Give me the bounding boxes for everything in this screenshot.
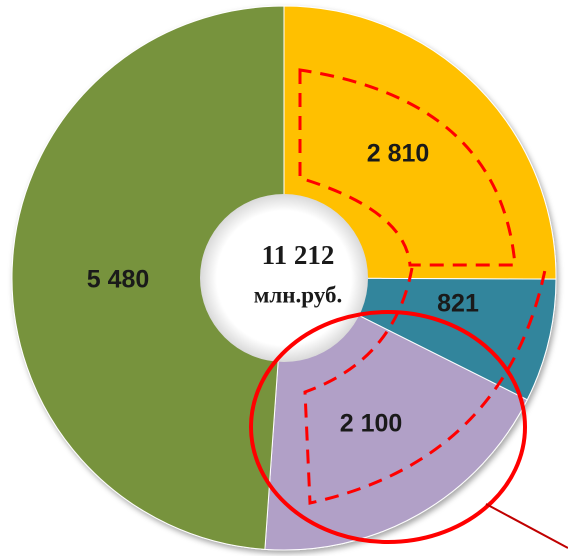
center-total-unit: млн.руб. bbox=[254, 282, 343, 307]
slice-label-2100: 2 100 bbox=[340, 410, 403, 438]
highlight-ellipse bbox=[249, 310, 527, 544]
highlight-dashed-outline-top bbox=[298, 68, 517, 267]
slice-label-821: 821 bbox=[437, 290, 479, 318]
center-total-value: 11 212 bbox=[262, 240, 335, 270]
donut-slices bbox=[11, 5, 557, 551]
slice-label-2810: 2 810 bbox=[367, 140, 430, 168]
highlight-pointer-line bbox=[485, 503, 568, 549]
highlight-dashed-outline-bottom bbox=[303, 267, 547, 505]
slice-label-5480: 5 480 bbox=[87, 266, 150, 294]
donut-center-hole bbox=[200, 194, 368, 362]
